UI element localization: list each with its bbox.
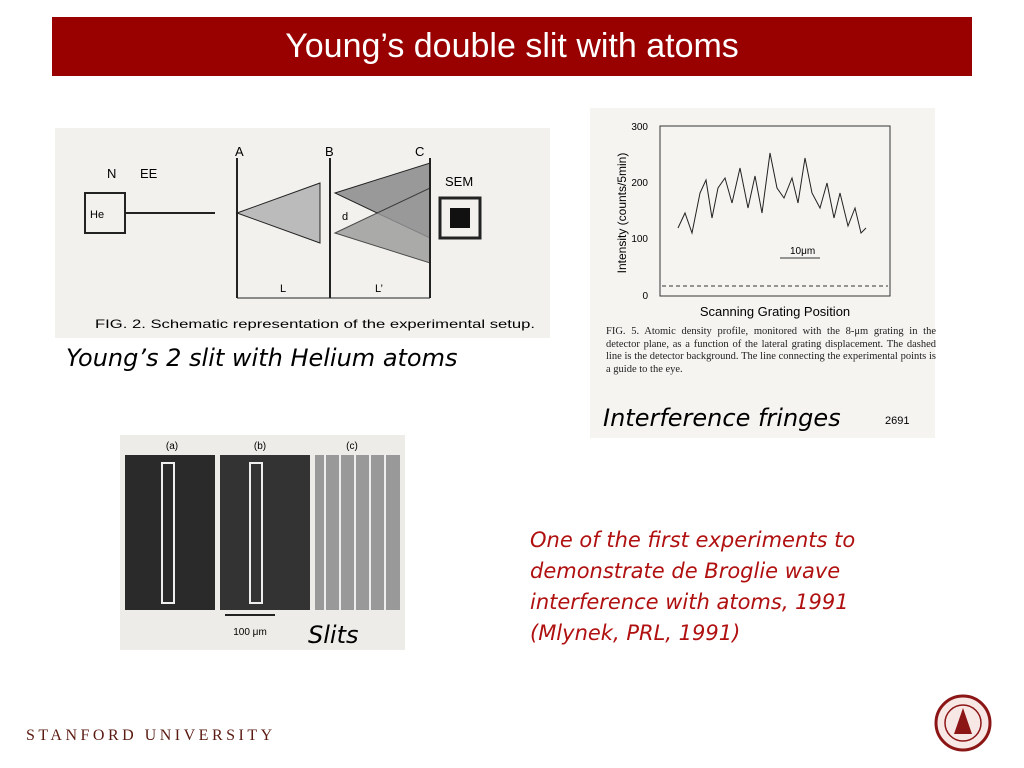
slits-figure: (a) (b) (c) 100 μm	[120, 435, 405, 650]
page-number: 2691	[885, 415, 909, 427]
axis-label: Scanning Grating Position	[700, 304, 850, 319]
label: C	[415, 144, 424, 159]
label: L	[280, 283, 286, 295]
label: He	[90, 209, 104, 221]
scale-label: 10μm	[790, 246, 815, 257]
label: L’	[375, 283, 383, 295]
caption: Young’s 2 slit with Helium atoms	[66, 344, 458, 372]
tick-label: 0	[642, 291, 648, 302]
figure-caption: FIG. 2. Schematic representation of the …	[95, 317, 535, 331]
label: SEM	[445, 174, 473, 189]
label: N	[107, 166, 116, 181]
seal	[934, 694, 992, 752]
scale-label: 100 μm	[233, 627, 267, 638]
slide-title: Young’s double slit with atoms	[52, 17, 972, 76]
panel-label: (c)	[346, 441, 358, 452]
panel-label: (b)	[254, 441, 266, 452]
tick-label: 300	[631, 122, 648, 133]
panel-label: (a)	[166, 441, 178, 452]
tick-label: 200	[631, 178, 648, 189]
tick-label: 100	[631, 234, 648, 245]
note: One of the first experiments to demonstr…	[530, 528, 856, 645]
axis-label: Intensity (counts/5min)	[615, 153, 629, 274]
label: d	[342, 211, 348, 223]
label: B	[325, 144, 334, 159]
label: EE	[140, 166, 158, 181]
caption: Interference fringes	[603, 404, 841, 432]
footer: STANFORD UNIVERSITY	[26, 727, 276, 744]
caption: Slits	[308, 621, 359, 649]
setup-figure: N EE A B C SEM He d L L’ FIG. 2. Schemat…	[55, 128, 550, 338]
figure-caption: FIG. 5. Atomic density profile, monitore…	[606, 326, 936, 375]
label: A	[235, 144, 244, 159]
fringe-figure: 300 200 100 0 10μm Scanning Grating Posi…	[590, 108, 935, 438]
